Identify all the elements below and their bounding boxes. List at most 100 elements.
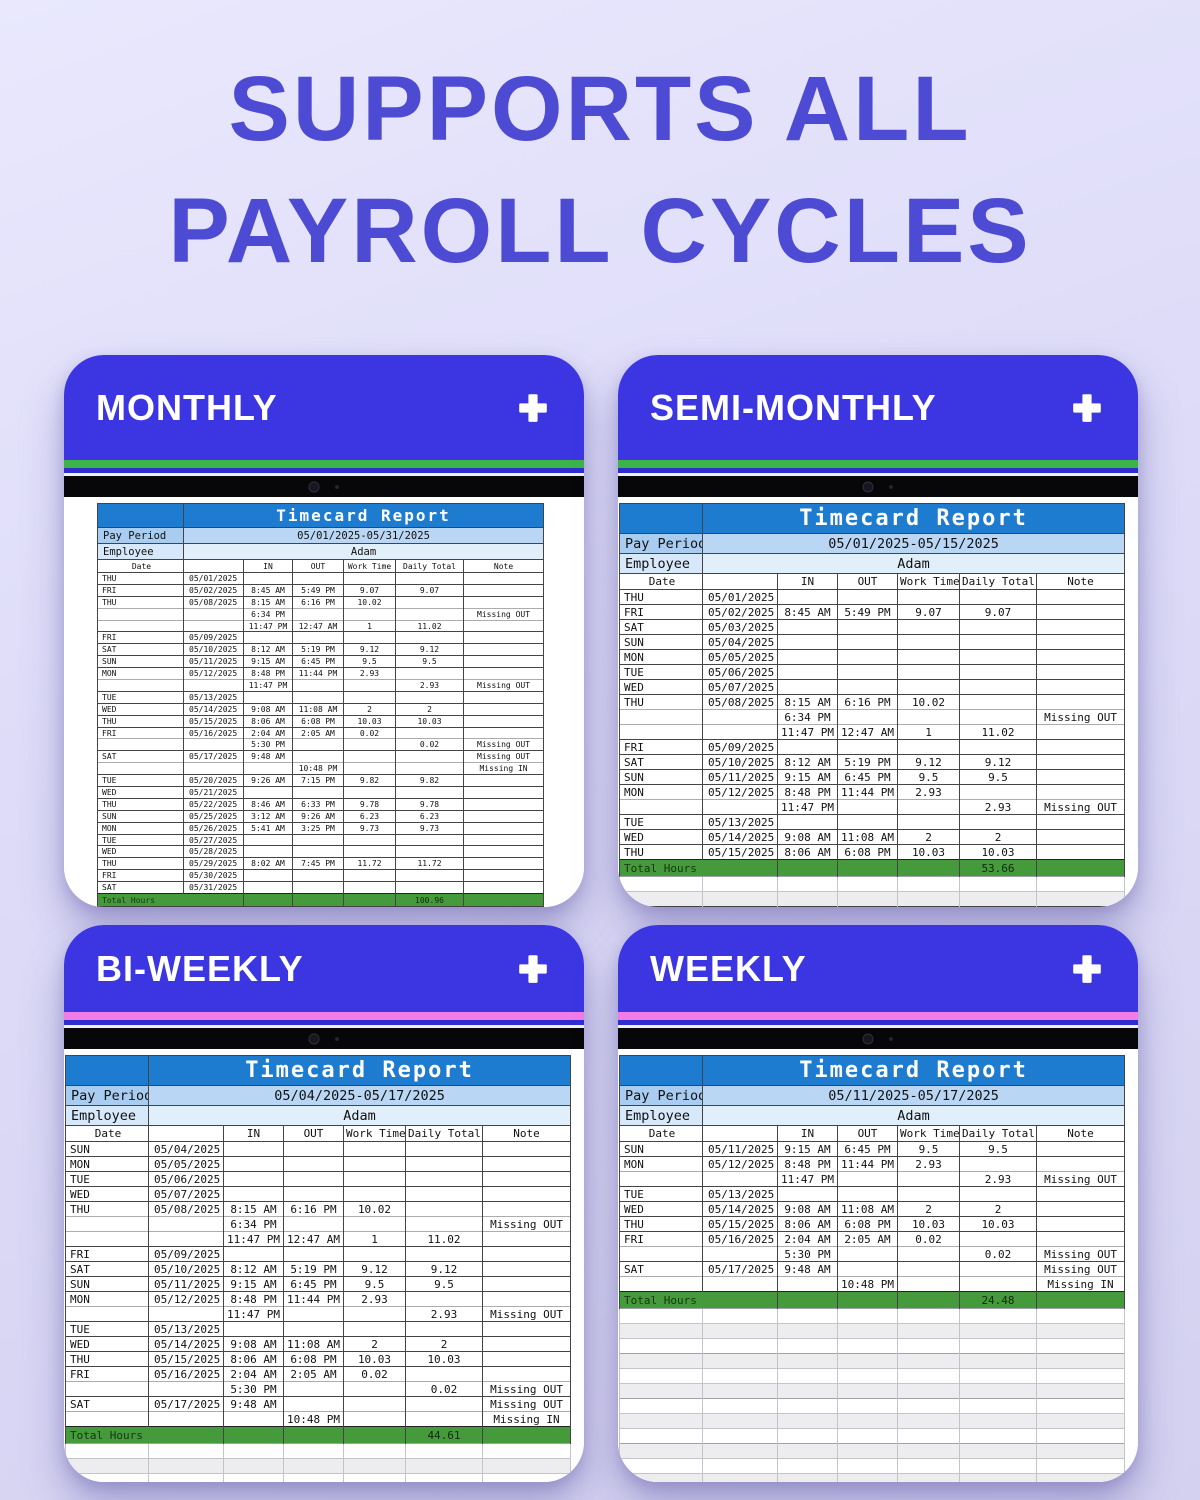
cell: 6:08 PM (292, 714, 344, 728)
cell (243, 572, 293, 585)
cell (462, 643, 545, 656)
corner-cell (65, 1055, 149, 1086)
cell: Missing OUT (1035, 1246, 1126, 1262)
cell (777, 1458, 838, 1474)
plus-icon[interactable] (1068, 950, 1106, 988)
cell (619, 1383, 703, 1399)
cell (481, 1291, 572, 1307)
panel-label: BI-WEEKLY (96, 947, 304, 989)
camera-icon (862, 1033, 874, 1044)
cell: 8:12 AM (223, 1261, 284, 1277)
plus-icon[interactable] (514, 950, 552, 988)
panel-label: WEEKLY (650, 947, 807, 989)
cell (405, 1141, 483, 1157)
timecard-row: SUN 05/25/2025 3:12 AM 9:26 AM 6.23 6.23 (97, 809, 545, 823)
cell (462, 821, 545, 835)
cell: MON (97, 821, 184, 835)
cell: SUN (65, 1141, 149, 1157)
timecard-row: 10:48 PM Missing IN (65, 1411, 572, 1427)
cell (462, 667, 545, 680)
cell: 8:15 AM (223, 1201, 284, 1217)
cell: 05/02/2025 (183, 583, 244, 597)
plus-icon[interactable] (514, 389, 552, 427)
cell (1035, 1428, 1126, 1444)
cell: 10.03 (343, 714, 396, 728)
timecard-row: 5:30 PM 0.02 Missing OUT (619, 1246, 1126, 1262)
cell (837, 1443, 898, 1459)
cell: Missing OUT (1035, 709, 1126, 725)
cell (897, 1338, 960, 1354)
blue-stripe (618, 468, 1138, 473)
cell (395, 786, 464, 799)
accent-stripe (618, 460, 1138, 468)
cell (837, 1338, 898, 1354)
cell: 9:08 AM (777, 829, 838, 845)
empty-row (619, 1413, 1126, 1429)
cell (481, 1231, 572, 1247)
cell: 9:48 AM (777, 1261, 838, 1277)
tablet-bezel (64, 1028, 584, 1049)
cell (1035, 694, 1126, 710)
pay-period-label: Pay Period (65, 1085, 149, 1106)
cell (405, 1366, 483, 1382)
column-header: Work Time (343, 1125, 406, 1142)
cell (897, 1171, 960, 1187)
plus-icon[interactable] (1068, 389, 1106, 427)
cell: 9.07 (959, 604, 1037, 620)
total-hours-label: Total Hours (619, 859, 778, 877)
cell (777, 814, 838, 830)
column-header (702, 1125, 778, 1142)
report-title: Timecard Report (182, 503, 545, 528)
cell: WED (619, 1201, 703, 1217)
cell: Missing OUT (462, 607, 545, 621)
cell (837, 1428, 898, 1444)
cell: 05/31/2025 (183, 881, 244, 894)
cell (837, 799, 898, 815)
employee-label: Employee (97, 543, 184, 560)
cell (702, 1171, 778, 1187)
cell (183, 607, 244, 621)
cell: THU (619, 1216, 703, 1232)
column-header: Date (65, 1125, 149, 1142)
cell (897, 634, 960, 650)
timecard-row: TUE 05/13/2025 (97, 690, 545, 704)
cell (223, 1458, 284, 1474)
empty-row (619, 1353, 1126, 1369)
cell (283, 1246, 344, 1262)
cell (837, 739, 898, 755)
cell: 05/15/2025 (148, 1351, 224, 1367)
cell (619, 1428, 703, 1444)
column-header: Date (619, 1125, 703, 1142)
cell: 9:48 AM (223, 1396, 284, 1412)
cell (777, 664, 838, 680)
cell (97, 679, 184, 692)
cell: 5:19 PM (292, 643, 344, 656)
cell (959, 649, 1037, 665)
cell (343, 1396, 406, 1412)
timecard-row: 5:30 PM 0.02 Missing OUT (97, 738, 545, 751)
cell: 0.02 (897, 1231, 960, 1247)
divider (64, 473, 584, 476)
cell: 8:48 PM (777, 1156, 838, 1172)
pay-period-row: Pay Period 05/01/2025-05/31/2025 (97, 527, 545, 544)
cell: 8:48 PM (777, 784, 838, 800)
cell: 2:05 AM (292, 726, 344, 739)
cell (65, 1458, 149, 1474)
cell (65, 1216, 149, 1232)
cell (897, 1246, 960, 1262)
cell: Missing OUT (462, 679, 545, 692)
cell (1035, 1186, 1126, 1202)
cell: 05/10/2025 (702, 754, 778, 770)
timecard-row: 10:48 PM Missing IN (619, 1276, 1126, 1292)
cell: 05/05/2025 (702, 649, 778, 665)
cell: 2.93 (405, 1306, 483, 1322)
cell: FRI (97, 726, 184, 739)
timecard-row: THU 05/01/2025 (619, 589, 1126, 605)
panel-header: BI-WEEKLY (64, 925, 584, 1012)
cell: 11.02 (405, 1231, 483, 1247)
cell (777, 1443, 838, 1459)
cell: THU (619, 844, 703, 860)
cell: 05/06/2025 (702, 664, 778, 680)
cell: 0.02 (343, 1366, 406, 1382)
cell (1035, 1141, 1126, 1157)
